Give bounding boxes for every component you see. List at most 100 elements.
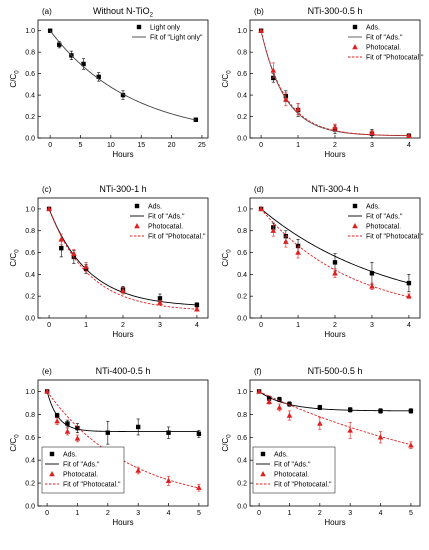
y-axis-label: C/C0 (221, 434, 233, 452)
y-tick-label: 0.2 (237, 114, 247, 121)
y-tick-label: 0.6 (25, 71, 35, 78)
y-tick-label: 1.0 (25, 28, 35, 35)
fit-line (258, 391, 412, 446)
x-axis-label: Hours (112, 150, 133, 159)
data-point (54, 418, 60, 424)
legend-entry: Fit of "Ads." (274, 462, 311, 469)
x-tick-label: 4 (407, 322, 411, 329)
x-tick-label: 0 (257, 510, 261, 517)
x-tick-label: 0 (48, 142, 52, 149)
y-tick-label: 0.8 (237, 412, 247, 419)
y-tick-label: 0.2 (25, 114, 35, 121)
chart-panel-f: (f) NTi-500-0.5 h 0.0 0.2 0.4 0.6 0.8 1.0 0 1 2 3 4 5… (221, 366, 421, 527)
y-tick-label: 0.8 (25, 228, 35, 235)
chart-panel-c: (c) NTi-300-1 h 0.0 0.2 0.4 0.6 0.8 1.0 0 1 2 3 4 Hou… (9, 184, 209, 339)
data-point (317, 405, 323, 410)
chart-panel-a: (a) Without N-TiO2 0.0 0.2 0.4 0.6 0.8 1.0 0 5 10 1… (9, 6, 209, 159)
fit-line (46, 391, 199, 432)
data-point (266, 398, 272, 404)
data-point (295, 106, 301, 112)
data-point (120, 287, 126, 293)
y-tick-label: 0.8 (237, 228, 247, 235)
y-tick-label: 0.4 (237, 93, 247, 100)
x-tick-label: 20 (168, 142, 176, 149)
legend-entry: Fit of "Ads." (63, 462, 100, 469)
legend-entry: Fit of "Ads." (366, 35, 403, 42)
y-tick-label: 0.0 (237, 504, 247, 511)
legend-marker-swatch (49, 451, 55, 457)
x-tick-label: 3 (370, 142, 374, 149)
panel-label: (a) (42, 7, 52, 16)
chart-panel-e: (e) NTi-400-0.5 h 0.0 0.2 0.4 0.6 0.8 1.0 0 1 2 3 4 5… (9, 366, 209, 527)
data-point (135, 467, 141, 473)
legend-marker-swatch (134, 223, 140, 229)
y-axis-label-text: C/C (9, 74, 18, 88)
y-tick-label: 0.2 (237, 294, 247, 301)
y-tick-label: 0.2 (25, 481, 35, 488)
x-tick-label: 0 (45, 510, 49, 517)
x-tick-label: 4 (195, 322, 199, 329)
legend-marker-swatch (260, 471, 266, 477)
legend-entry: Photocatal. (274, 472, 309, 479)
x-tick-label: 4 (379, 510, 383, 517)
fit-line (49, 30, 196, 121)
legend-entry: Ads. (63, 452, 77, 459)
data-point (65, 421, 70, 426)
legend-entry: Ads. (366, 25, 380, 32)
data-point (332, 270, 338, 276)
data-point (369, 129, 375, 135)
plot-area (47, 28, 199, 122)
x-tick-label: 25 (198, 142, 206, 149)
legend: Ads. Fit of "Ads." Photocatal. Fit of "Phot… (348, 25, 424, 62)
y-axis-label-text: C/C (221, 74, 230, 88)
data-point (286, 412, 293, 418)
y-axis-label-subscript: 0 (227, 434, 233, 438)
chart-panel-b: (b) NTi-300-0.5 h 0.0 0.2 0.4 0.6 0.8 1.0 0 1 2 3 4 H… (221, 6, 424, 159)
x-tick-label: 4 (167, 510, 171, 517)
y-axis-label: C/C0 (9, 70, 21, 88)
legend-entry: Photocatal. (366, 45, 401, 52)
data-point (270, 67, 277, 73)
plot-area (256, 388, 414, 450)
y-tick-label: 1.0 (237, 206, 247, 213)
data-point (120, 92, 126, 98)
x-axis-label: Hours (324, 150, 345, 159)
y-axis-label: C/C0 (221, 249, 233, 267)
data-point (157, 299, 163, 305)
legend-entry: Fit of "Photocatal." (63, 482, 121, 489)
panel-label: (b) (254, 7, 264, 16)
data-point (317, 420, 323, 426)
data-point (406, 293, 412, 299)
y-axis-label-subscript: 0 (227, 70, 233, 74)
panel-title: Without N-TiO2 (93, 6, 154, 19)
y-tick-label: 1.0 (25, 206, 35, 213)
data-point (44, 388, 50, 394)
x-tick-label: 1 (76, 510, 80, 517)
x-tick-label: 2 (333, 142, 337, 149)
x-tick-label: 1 (296, 322, 300, 329)
x-tick-label: 3 (158, 322, 162, 329)
legend-entry: Fit of "Photocatal." (366, 234, 424, 241)
plot-area (44, 388, 202, 492)
y-tick-label: 0.6 (237, 71, 247, 78)
panel-label: (d) (254, 185, 264, 194)
panel-title-text: NTi-400-0.5 h (96, 366, 151, 376)
y-axis-label-subscript: 0 (15, 70, 21, 74)
data-point (369, 271, 375, 276)
y-axis-label-subscript: 0 (15, 434, 21, 438)
y-axis-label-text: C/C (221, 253, 230, 267)
y-axis-label-text: C/C (221, 438, 230, 452)
y-tick-label: 0.4 (237, 458, 247, 465)
data-point (283, 96, 289, 102)
x-tick-label: 1 (84, 322, 88, 329)
x-tick-label: 1 (296, 142, 300, 149)
panel-title-text: NTi-300-0.5 h (308, 6, 363, 16)
legend-marker-swatch (352, 24, 358, 30)
data-point (135, 424, 141, 430)
x-tick-label: 5 (197, 510, 201, 517)
panel-title: NTi-400-0.5 h (96, 366, 151, 376)
x-tick-label: 1 (288, 510, 292, 517)
panel-title-text: NTi-300-4 h (311, 184, 358, 194)
y-tick-label: 0.8 (25, 50, 35, 57)
plot-area (258, 205, 412, 299)
